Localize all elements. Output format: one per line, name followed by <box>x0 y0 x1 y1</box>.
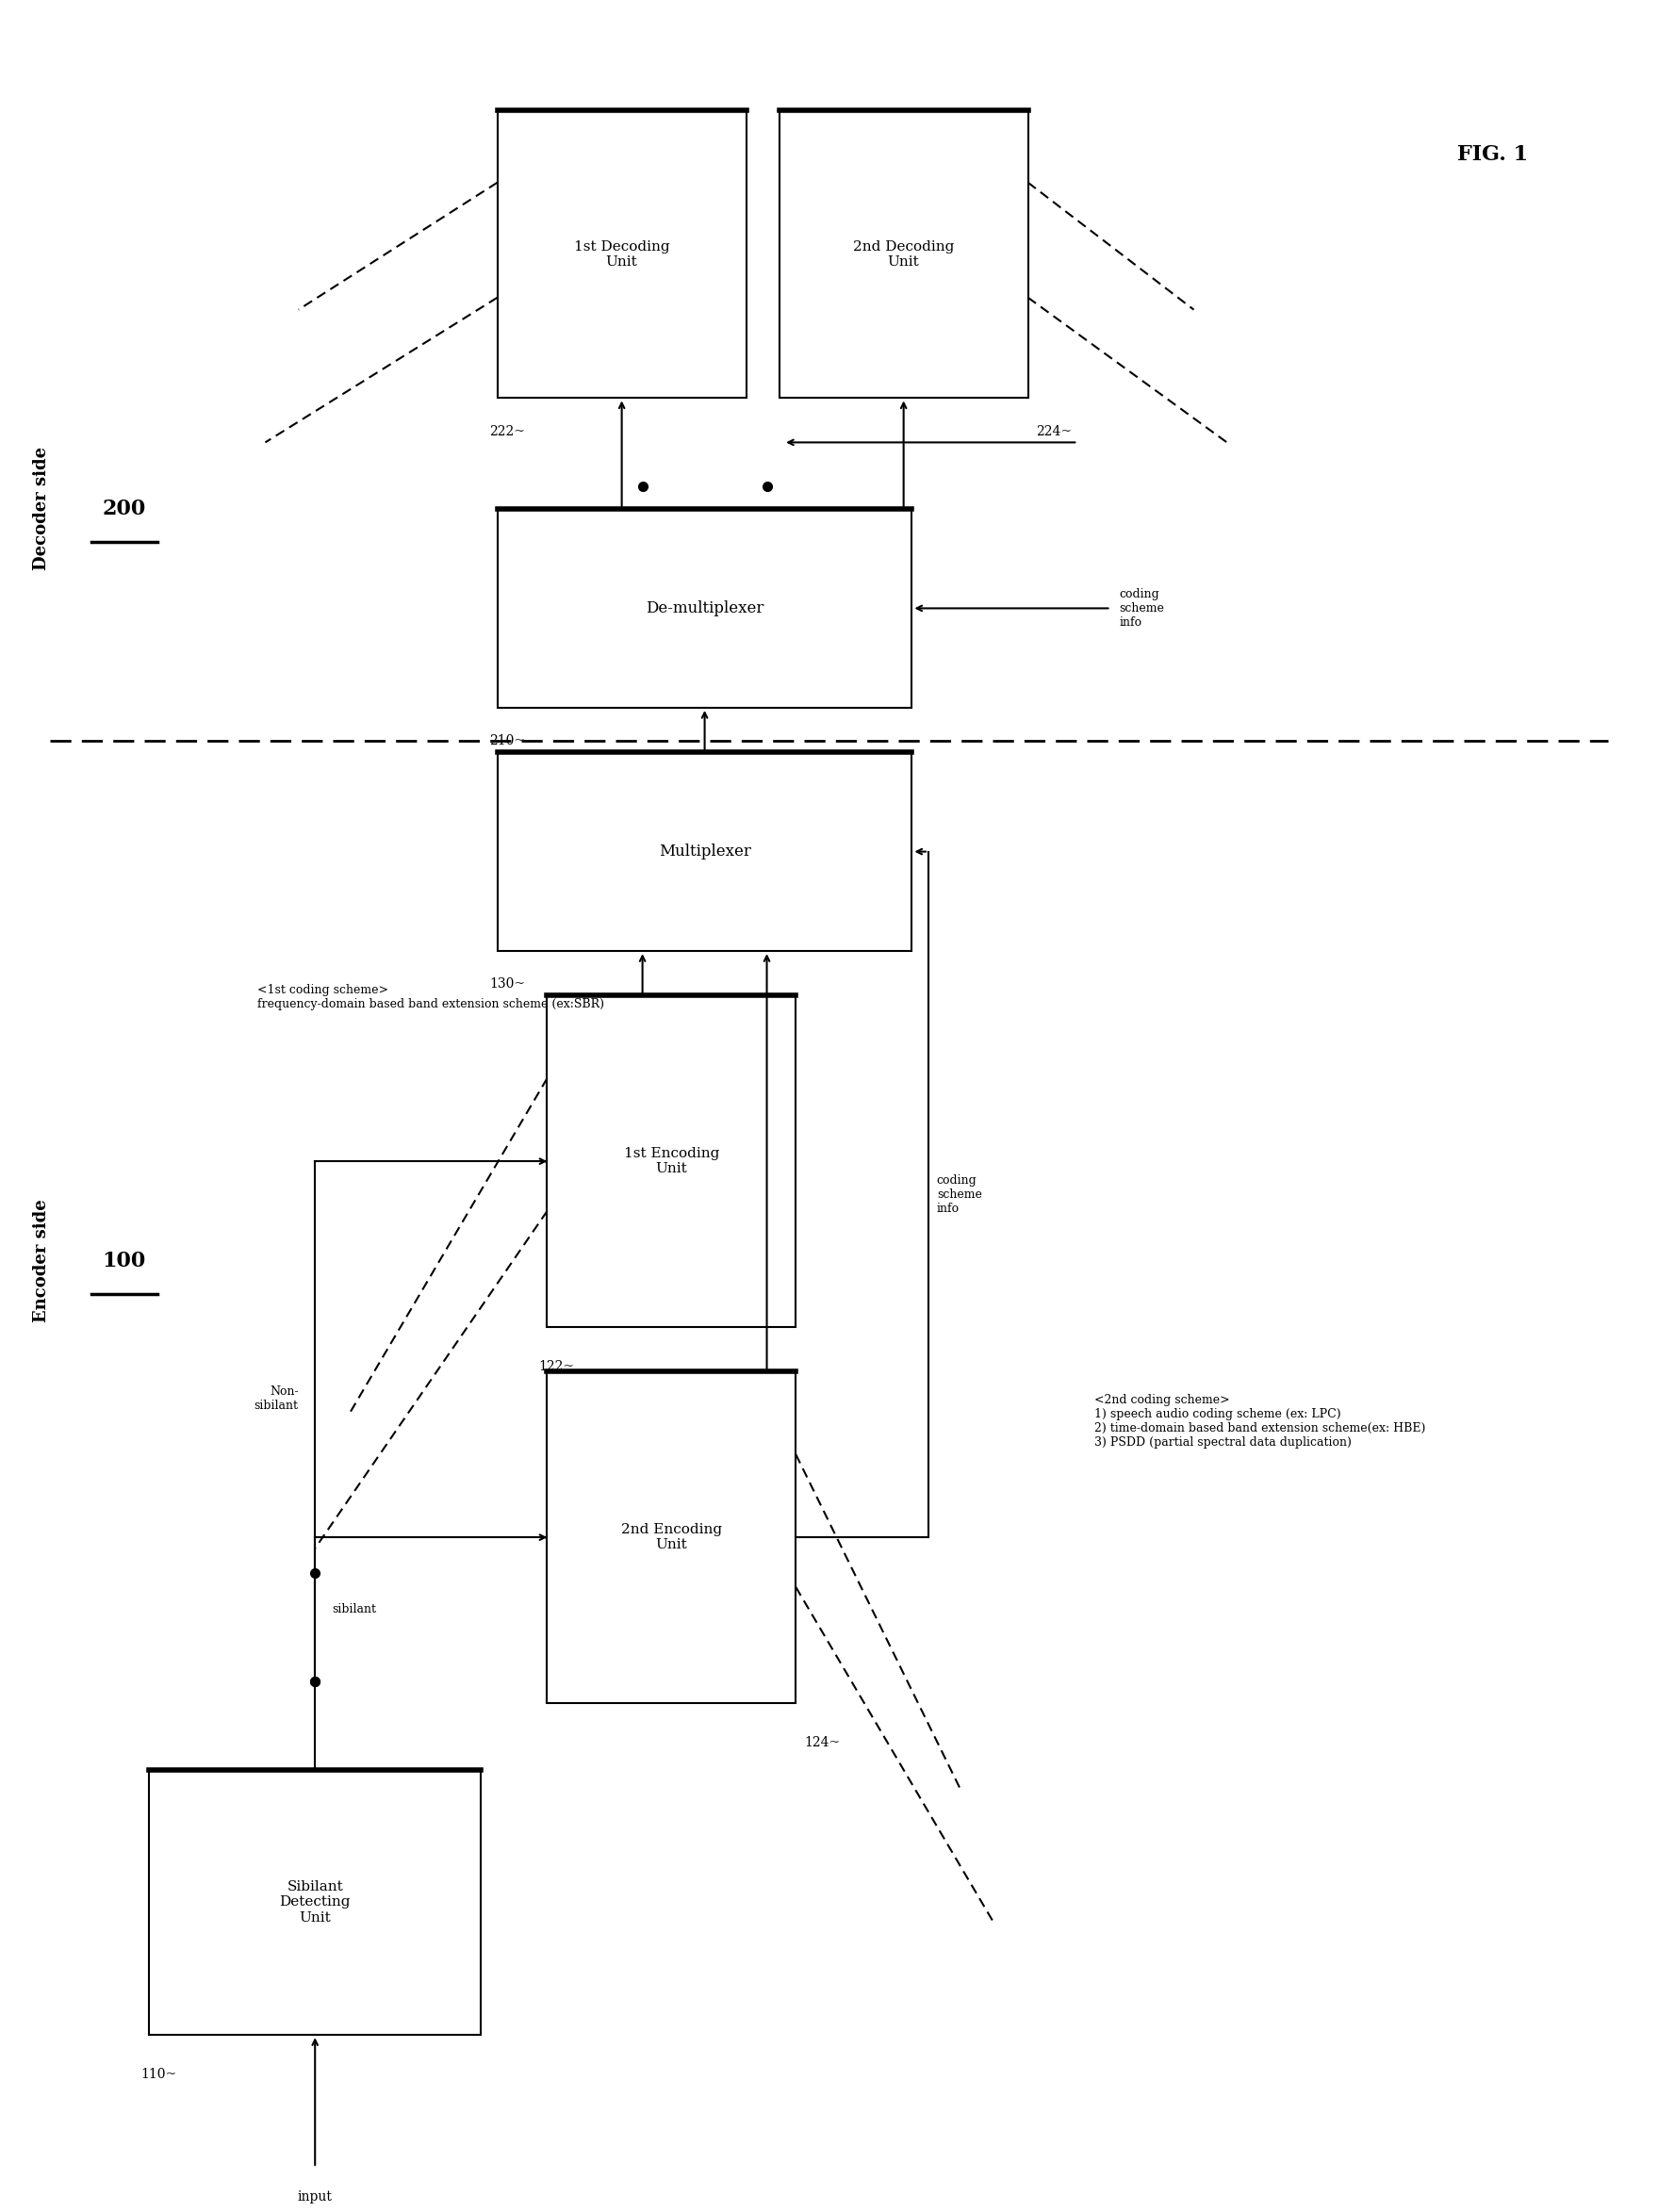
Text: FIG. 1: FIG. 1 <box>1457 144 1527 166</box>
Text: 224~: 224~ <box>1036 425 1073 438</box>
Text: 100: 100 <box>103 1250 146 1272</box>
Text: 200: 200 <box>103 498 146 520</box>
Text: input: input <box>298 2190 332 2203</box>
Text: 110~: 110~ <box>141 2068 177 2081</box>
Text: <1st coding scheme>
frequency-domain based band extension scheme (ex:SBR): <1st coding scheme> frequency-domain bas… <box>257 984 604 1011</box>
Text: 130~: 130~ <box>489 978 526 991</box>
Text: 1st Encoding
Unit: 1st Encoding Unit <box>623 1148 720 1175</box>
Text: 122~: 122~ <box>539 1360 575 1374</box>
Text: Encoder side: Encoder side <box>33 1199 50 1323</box>
Text: 222~: 222~ <box>489 425 526 438</box>
Text: Decoder side: Decoder side <box>33 447 50 571</box>
Text: 2nd Decoding
Unit: 2nd Decoding Unit <box>852 241 955 268</box>
FancyBboxPatch shape <box>497 111 746 398</box>
Text: coding
scheme
info: coding scheme info <box>937 1175 982 1214</box>
Text: 124~: 124~ <box>804 1736 841 1750</box>
FancyBboxPatch shape <box>547 1371 796 1703</box>
FancyBboxPatch shape <box>547 995 796 1327</box>
FancyBboxPatch shape <box>779 111 1028 398</box>
Text: 210~: 210~ <box>489 734 526 748</box>
FancyBboxPatch shape <box>149 1770 481 2035</box>
Text: Multiplexer: Multiplexer <box>658 843 751 860</box>
Text: Non-
sibilant: Non- sibilant <box>254 1387 298 1411</box>
FancyBboxPatch shape <box>497 509 912 708</box>
FancyBboxPatch shape <box>497 752 912 951</box>
Text: 2nd Encoding
Unit: 2nd Encoding Unit <box>622 1524 721 1551</box>
Text: De-multiplexer: De-multiplexer <box>645 599 764 617</box>
Text: Sibilant
Detecting
Unit: Sibilant Detecting Unit <box>280 1880 350 1924</box>
Text: sibilant: sibilant <box>332 1604 376 1615</box>
Text: <2nd coding scheme>
1) speech audio coding scheme (ex: LPC)
2) time-domain based: <2nd coding scheme> 1) speech audio codi… <box>1094 1394 1426 1449</box>
Text: 1st Decoding
Unit: 1st Decoding Unit <box>574 241 670 268</box>
Text: coding
scheme
info: coding scheme info <box>1119 588 1164 628</box>
